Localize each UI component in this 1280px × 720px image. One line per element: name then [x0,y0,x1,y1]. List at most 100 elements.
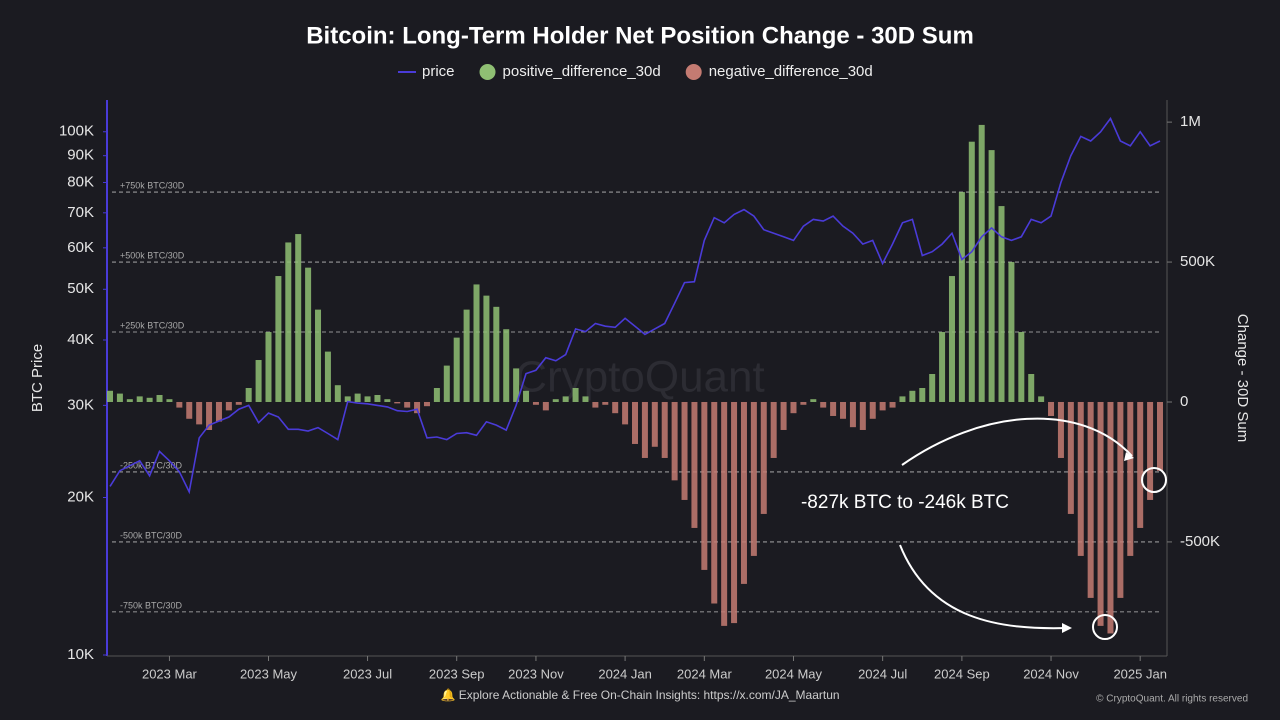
bar [750,401,757,556]
highlight-circle [1141,467,1167,493]
bar [701,401,708,570]
legend-label: negative_difference_30d [709,63,873,80]
y-tick-label: 60K [67,239,94,256]
bar [176,401,183,408]
bar [354,393,361,402]
bar [513,368,520,402]
bar [146,397,153,402]
bar [315,309,322,402]
arrowhead [1062,623,1072,633]
x-tick-label: 2024 Jul [858,666,907,681]
bar [364,396,371,402]
y-tick-label: 70K [67,204,94,221]
annotation: -827k BTC to -246k BTC [801,492,1009,513]
copyright: © CryptoQuant. All rights reserved [1096,694,1248,705]
bar [879,401,886,411]
bar [919,387,926,402]
bar [295,234,302,402]
footer: 🔔 Explore Actionable & Free On-Chain Ins… [440,688,839,702]
bar [909,390,916,402]
bar [265,332,272,402]
bar [305,267,312,402]
bar [740,401,747,584]
bar [136,396,143,402]
bar [859,401,866,430]
bar [116,393,123,402]
bar [1067,401,1074,514]
bar [978,124,985,402]
bar [1048,401,1055,416]
bar [988,150,995,402]
bar [215,401,222,422]
bar [552,399,559,402]
legend-label: price [422,63,455,80]
y-tick-label: 50K [67,280,94,297]
bar [889,401,896,408]
y2-tick-label: 500K [1180,253,1215,270]
bar [463,309,470,402]
bar [344,396,351,402]
bar [196,401,203,425]
y2-axis-title: Change - 30D Sum [1234,314,1251,442]
arrow [901,417,1133,466]
bar [661,401,668,458]
bar [830,401,837,416]
bar [255,360,262,402]
y-tick-label: 40K [67,331,94,348]
arrow [899,544,1069,630]
bar [810,399,817,402]
y-tick-label: 90K [67,147,94,164]
x-tick-label: 2025 Jan [1113,666,1167,681]
bar [1157,401,1163,471]
legend-swatch [685,64,702,80]
bar [235,401,242,405]
bar [632,401,638,444]
bar [1087,401,1094,598]
bar [641,401,648,458]
grid-label: +750k BTC/30D [120,180,185,190]
bar [206,401,213,430]
bar [473,284,480,402]
bar [404,401,411,408]
bar [1097,401,1104,626]
bar [711,401,718,604]
bar [542,401,549,411]
bar [483,295,490,402]
x-tick-label: 2023 Sep [429,666,485,681]
bar [790,401,797,414]
bar [998,206,1005,402]
x-tick-label: 2023 May [240,666,298,681]
bar [1077,401,1084,556]
bar [869,401,876,419]
plot: +750k BTC/30D +500k BTC/30D +250k BTC/30D -… [107,116,1163,634]
x-tick-label: 2024 Sep [934,666,990,681]
bar [800,401,807,405]
x-tick-label: 2024 Mar [677,666,733,681]
bar [1127,401,1134,556]
bar [334,385,341,402]
bar [186,401,193,419]
bar [681,401,688,500]
grid-label: -500k BTC/30D [120,530,183,540]
bar [592,401,599,408]
grid-label: -250k BTC/30D [120,460,183,470]
bar [503,329,510,402]
x-tick-label: 2024 May [765,666,823,681]
x-tick-label: 2023 Jul [343,666,392,681]
y-tick-label: 100K [59,123,94,140]
grid-label: +250k BTC/30D [120,320,185,330]
bar [958,192,965,402]
y2-tick-label: -500K [1180,533,1220,550]
bar [948,276,955,402]
highlight-circle [1092,614,1118,640]
bar [721,401,728,626]
bar [840,401,847,419]
bar [770,401,777,458]
bar [731,401,738,624]
bar [156,394,163,402]
bar [929,374,936,402]
bar [433,387,440,402]
x-tick-label: 2024 Jan [598,666,652,681]
